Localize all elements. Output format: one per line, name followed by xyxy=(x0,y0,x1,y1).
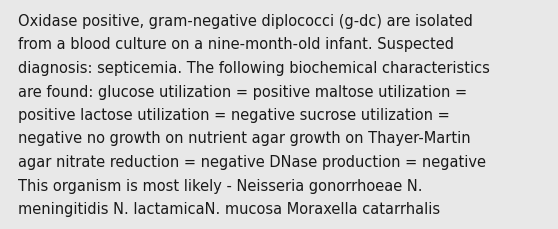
Text: This organism is most likely - Neisseria gonorrhoeae N.: This organism is most likely - Neisseria… xyxy=(18,178,422,193)
Text: positive lactose utilization = negative sucrose utilization =: positive lactose utilization = negative … xyxy=(18,108,450,123)
Text: negative no growth on nutrient agar growth on Thayer-Martin: negative no growth on nutrient agar grow… xyxy=(18,131,470,146)
Text: Oxidase positive, gram-negative diplococci (g-dc) are isolated: Oxidase positive, gram-negative diplococ… xyxy=(18,14,473,29)
Text: are found: glucose utilization = positive maltose utilization =: are found: glucose utilization = positiv… xyxy=(18,84,467,99)
Text: meningitidis N. lactamicaN. mucosa Moraxella catarrhalis: meningitidis N. lactamicaN. mucosa Morax… xyxy=(18,201,440,216)
Text: from a blood culture on a nine-month-old infant. Suspected: from a blood culture on a nine-month-old… xyxy=(18,37,454,52)
Text: diagnosis: septicemia. The following biochemical characteristics: diagnosis: septicemia. The following bio… xyxy=(18,61,490,76)
Text: agar nitrate reduction = negative DNase production = negative: agar nitrate reduction = negative DNase … xyxy=(18,154,486,169)
